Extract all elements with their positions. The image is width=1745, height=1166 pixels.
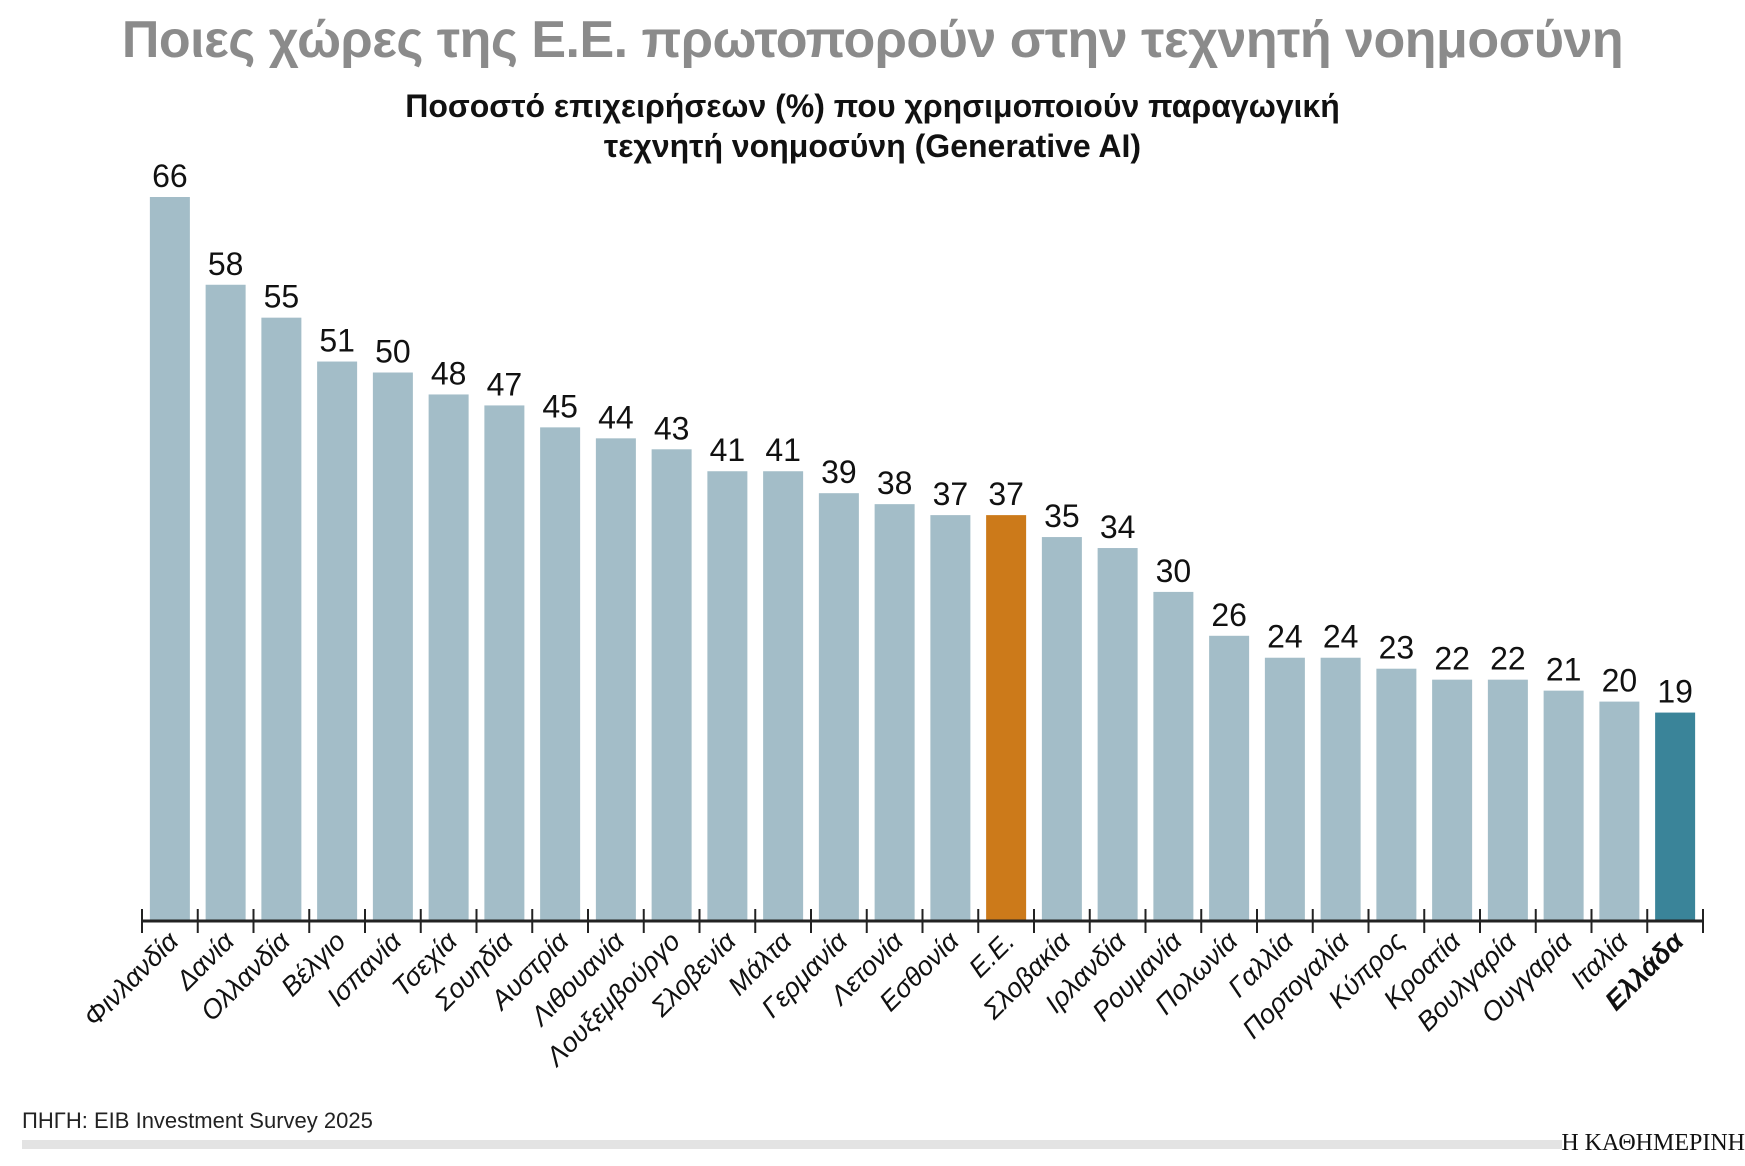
bar bbox=[1097, 548, 1138, 921]
value-label: 48 bbox=[431, 355, 467, 391]
bar bbox=[1599, 701, 1640, 921]
chart-title: Ποιες χώρες της Ε.Ε. πρωτοπορούν στην τε… bbox=[121, 11, 1624, 69]
value-label: 51 bbox=[319, 323, 355, 359]
footer-divider bbox=[22, 1140, 1562, 1149]
bar bbox=[205, 284, 246, 921]
value-label: 58 bbox=[208, 246, 244, 282]
bar bbox=[874, 504, 915, 921]
publisher-logo: Η ΚΑΘΗΜΕΡΙΝΗ bbox=[1561, 1130, 1745, 1156]
bar bbox=[986, 515, 1027, 921]
category-label: Φινλανδία bbox=[78, 925, 185, 1032]
value-label: 38 bbox=[877, 465, 913, 501]
value-label: 23 bbox=[1379, 630, 1415, 666]
value-label: 22 bbox=[1490, 641, 1526, 677]
bar bbox=[1320, 657, 1361, 921]
bar bbox=[651, 449, 692, 921]
bar bbox=[1209, 635, 1250, 921]
value-label: 47 bbox=[487, 366, 523, 402]
bar bbox=[484, 405, 525, 921]
bar bbox=[763, 471, 804, 921]
value-label: 37 bbox=[988, 476, 1024, 512]
value-label: 26 bbox=[1211, 597, 1247, 633]
bar-chart: 66Φινλανδία58Δανία55Ολλανδία51Βέλγιο50Ισ… bbox=[78, 158, 1704, 1073]
bar bbox=[707, 471, 748, 921]
bar bbox=[1432, 679, 1473, 921]
value-label: 55 bbox=[264, 279, 300, 315]
bar bbox=[149, 197, 190, 921]
value-label: 41 bbox=[710, 432, 746, 468]
value-label: 19 bbox=[1657, 674, 1693, 710]
chart-subtitle-line1: Ποσοστό επιχειρήσεων (%) που χρησιμοποιο… bbox=[405, 88, 1340, 124]
value-label: 41 bbox=[765, 432, 801, 468]
value-label: 20 bbox=[1602, 663, 1638, 699]
bar bbox=[930, 515, 971, 921]
value-label: 66 bbox=[152, 158, 188, 194]
bar bbox=[595, 438, 636, 921]
value-label: 24 bbox=[1323, 619, 1359, 655]
bar bbox=[261, 317, 302, 922]
bar bbox=[317, 361, 358, 922]
value-label: 34 bbox=[1100, 509, 1136, 545]
bar bbox=[1543, 690, 1584, 921]
value-label: 24 bbox=[1267, 619, 1303, 655]
value-label: 30 bbox=[1156, 553, 1192, 589]
bar bbox=[540, 427, 581, 921]
value-label: 50 bbox=[375, 334, 411, 370]
bar bbox=[1376, 668, 1417, 921]
value-label: 22 bbox=[1434, 641, 1470, 677]
bar bbox=[428, 394, 469, 921]
value-label: 21 bbox=[1546, 652, 1582, 688]
bar bbox=[1041, 537, 1082, 921]
chart-subtitle-line2: τεχνητή νοημοσύνη (Generative AI) bbox=[603, 128, 1142, 164]
bar bbox=[818, 493, 859, 921]
bar bbox=[1487, 679, 1528, 921]
value-label: 37 bbox=[933, 476, 969, 512]
value-label: 35 bbox=[1044, 498, 1080, 534]
bar bbox=[372, 372, 413, 921]
bar bbox=[1153, 591, 1194, 921]
bar bbox=[1655, 712, 1696, 921]
bar bbox=[1264, 657, 1305, 921]
value-label: 45 bbox=[542, 388, 578, 424]
source-note: ΠΗΓΗ: EIB Investment Survey 2025 bbox=[22, 1108, 373, 1133]
value-label: 43 bbox=[654, 410, 690, 446]
value-label: 44 bbox=[598, 399, 634, 435]
value-label: 39 bbox=[821, 454, 857, 490]
